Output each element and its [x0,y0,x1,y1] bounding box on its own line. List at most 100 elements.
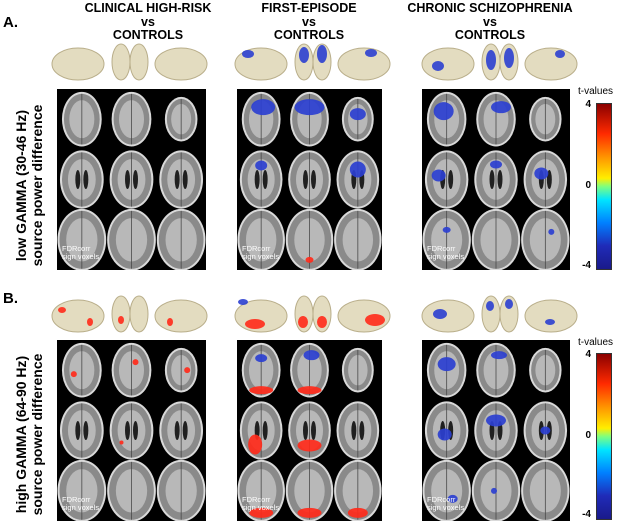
mri-activation-blob [349,161,366,178]
mri-activation-blob [255,160,268,171]
mri-ventricle [448,169,454,190]
brain-lateral-right [524,299,578,333]
mri-activation-blob [184,367,191,374]
mri-panel-a-fe [237,89,382,270]
mri-panel-a-chr [57,89,206,270]
surface-activation-blob [238,299,248,305]
mri-activation-blob [249,386,274,395]
mri-activation-blob [442,226,451,233]
mri-activation-blob [437,428,452,441]
mri-grid [422,91,570,270]
surface-activation-blob [299,47,309,63]
mri-activation-blob [297,507,322,518]
mri-activation-blob [297,439,322,452]
mri-panel-a-sz [422,89,570,270]
fdr-line2: sign voxels [62,503,100,512]
mri-activation-blob [491,101,511,114]
brain-top-right [129,295,149,333]
mri-activation-blob [447,494,458,503]
mri-ventricle [262,169,268,190]
mri-activation-blob [297,386,322,395]
mri-activation-blob [491,487,497,494]
mri-activation-blob [303,350,320,361]
mri-grid [237,91,382,270]
mri-activation-blob [540,426,551,435]
mri-activation-blob [437,357,456,372]
mri-ventricle [83,169,89,190]
mri-activation-blob [491,351,507,360]
brain-lateral-left [51,47,105,81]
mri-ventricle [133,420,138,441]
mri-activation-blob [431,169,446,182]
fdr-label-b-sz: FDRcorr sign voxels [427,496,464,512]
surface-row-b [51,295,578,333]
row-label-line2: source power difference [29,353,45,516]
mri-ventricle [133,169,138,190]
brain-lateral-right [154,299,208,333]
fdr-line2: sign voxels [62,252,100,261]
mri-activation-blob [70,371,77,378]
mri-activation-blob [433,102,454,121]
fdr-line2: sign voxels [427,503,465,512]
colorbar-tick-max-a: 4 [585,99,591,110]
mri-ventricle [262,420,268,441]
mri-ventricle [351,420,357,441]
mri-ventricle [174,420,180,441]
fdr-line1: FDRcorr [62,495,91,504]
fdr-line1: FDRcorr [242,244,271,253]
surface-activation-blob [432,61,444,71]
mri-ventricle [311,420,316,441]
mri-ventricle [174,169,180,190]
surface-row-a [51,43,578,81]
col-title: FIRST-EPISODE [261,1,357,15]
fdr-line1: FDRcorr [427,244,456,253]
col-vs: vs [302,14,316,29]
row-label-line2: source power difference [29,104,45,267]
mri-grid [57,342,206,521]
surface-activation-blob [365,314,385,326]
surface-activation-blob [486,301,494,311]
row-label-line1: high GAMMA (64-90 Hz) [13,355,29,514]
surface-activation-blob [58,307,66,313]
fdr-label-b-chr: FDRcorr sign voxels [62,496,99,512]
surface-activation-blob [365,49,377,57]
mri-ventricle [182,420,188,441]
brain-lateral-left [421,47,475,81]
colorbar-a [596,103,612,270]
fdr-line2: sign voxels [242,503,280,512]
mri-activation-blob [486,414,506,427]
mri-panel-b-sz [422,340,570,521]
panel-label-a: A. [3,14,18,31]
fdr-label-a-fe: FDRcorr sign voxels [242,245,279,261]
mri-activation-blob [548,228,555,235]
brain-lateral-right [337,47,391,81]
brain-top-left [111,43,131,81]
colorbar-tick-min-a: -4 [582,260,591,271]
surface-activation-blob [317,45,327,63]
mri-activation-blob [255,354,268,363]
surface-activation-blob [87,318,93,326]
colorbar-tick-mid-a: 0 [585,180,591,191]
panel-label-b: B. [3,290,18,307]
mri-grid [237,342,382,521]
col-title: CHRONIC SCHIZOPHRENIA [407,1,573,15]
fdr-line2: sign voxels [427,252,465,261]
mri-ventricle [359,420,365,441]
mri-activation-blob [249,507,274,518]
fdr-line1: FDRcorr [242,495,271,504]
mri-activation-blob [248,434,263,455]
brain-lateral-left [51,299,105,333]
mri-activation-blob [534,167,549,180]
brain-lateral-left [421,299,475,333]
mri-activation-blob [294,99,325,116]
surface-activation-blob [242,50,254,58]
mri-grid [422,342,570,521]
fdr-label-b-fe: FDRcorr sign voxels [242,496,279,512]
brain-lateral-right [524,47,578,81]
mri-ventricle [303,420,308,441]
col-title: CLINICAL HIGH-RISK [84,1,212,15]
surface-activation-blob [118,316,124,324]
brain-top-right [129,43,149,81]
brain-top-left [111,295,131,333]
fdr-label-a-sz: FDRcorr sign voxels [427,245,464,261]
